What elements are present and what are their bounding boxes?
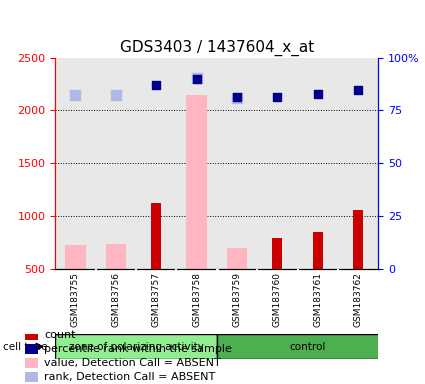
Bar bbox=[313, 232, 323, 269]
Point bbox=[233, 94, 240, 100]
Text: value, Detection Call = ABSENT: value, Detection Call = ABSENT bbox=[44, 358, 221, 368]
Text: control: control bbox=[289, 341, 326, 352]
Bar bbox=[25, 330, 38, 340]
Text: GSM183758: GSM183758 bbox=[192, 272, 201, 327]
Point bbox=[193, 74, 200, 81]
Bar bbox=[176, 58, 217, 269]
Text: zone of polarizing activity: zone of polarizing activity bbox=[68, 341, 204, 352]
Bar bbox=[187, 95, 207, 269]
Point bbox=[314, 91, 321, 97]
Bar bbox=[96, 58, 136, 269]
Point bbox=[72, 92, 79, 98]
Bar bbox=[25, 358, 38, 368]
Text: GSM183757: GSM183757 bbox=[152, 272, 161, 327]
Point bbox=[354, 87, 361, 93]
Bar bbox=[272, 238, 282, 269]
Title: GDS3403 / 1437604_x_at: GDS3403 / 1437604_x_at bbox=[119, 40, 314, 56]
Point bbox=[233, 95, 240, 101]
Bar bbox=[65, 245, 85, 269]
Bar bbox=[298, 58, 338, 269]
FancyBboxPatch shape bbox=[217, 334, 398, 359]
Bar bbox=[55, 58, 96, 269]
Text: GSM183756: GSM183756 bbox=[111, 272, 120, 327]
Text: percentile rank within the sample: percentile rank within the sample bbox=[44, 344, 232, 354]
Bar bbox=[257, 58, 298, 269]
Point bbox=[193, 76, 200, 82]
Text: cell type: cell type bbox=[3, 341, 48, 352]
Point bbox=[112, 92, 119, 98]
FancyBboxPatch shape bbox=[55, 334, 217, 359]
Text: GSM183759: GSM183759 bbox=[232, 272, 241, 327]
Bar bbox=[217, 58, 257, 269]
Text: GSM183760: GSM183760 bbox=[273, 272, 282, 327]
Bar bbox=[151, 204, 161, 269]
Bar bbox=[25, 372, 38, 382]
Text: count: count bbox=[44, 330, 76, 340]
Bar bbox=[227, 248, 247, 269]
Text: rank, Detection Call = ABSENT: rank, Detection Call = ABSENT bbox=[44, 372, 215, 382]
Text: GSM183762: GSM183762 bbox=[354, 272, 363, 327]
Point bbox=[274, 94, 280, 100]
Bar bbox=[136, 58, 176, 269]
Bar bbox=[338, 58, 378, 269]
Text: GSM183755: GSM183755 bbox=[71, 272, 80, 327]
Point bbox=[153, 82, 159, 88]
Text: GSM183761: GSM183761 bbox=[313, 272, 322, 327]
Bar bbox=[353, 210, 363, 269]
Bar bbox=[25, 344, 38, 354]
Bar bbox=[106, 244, 126, 269]
